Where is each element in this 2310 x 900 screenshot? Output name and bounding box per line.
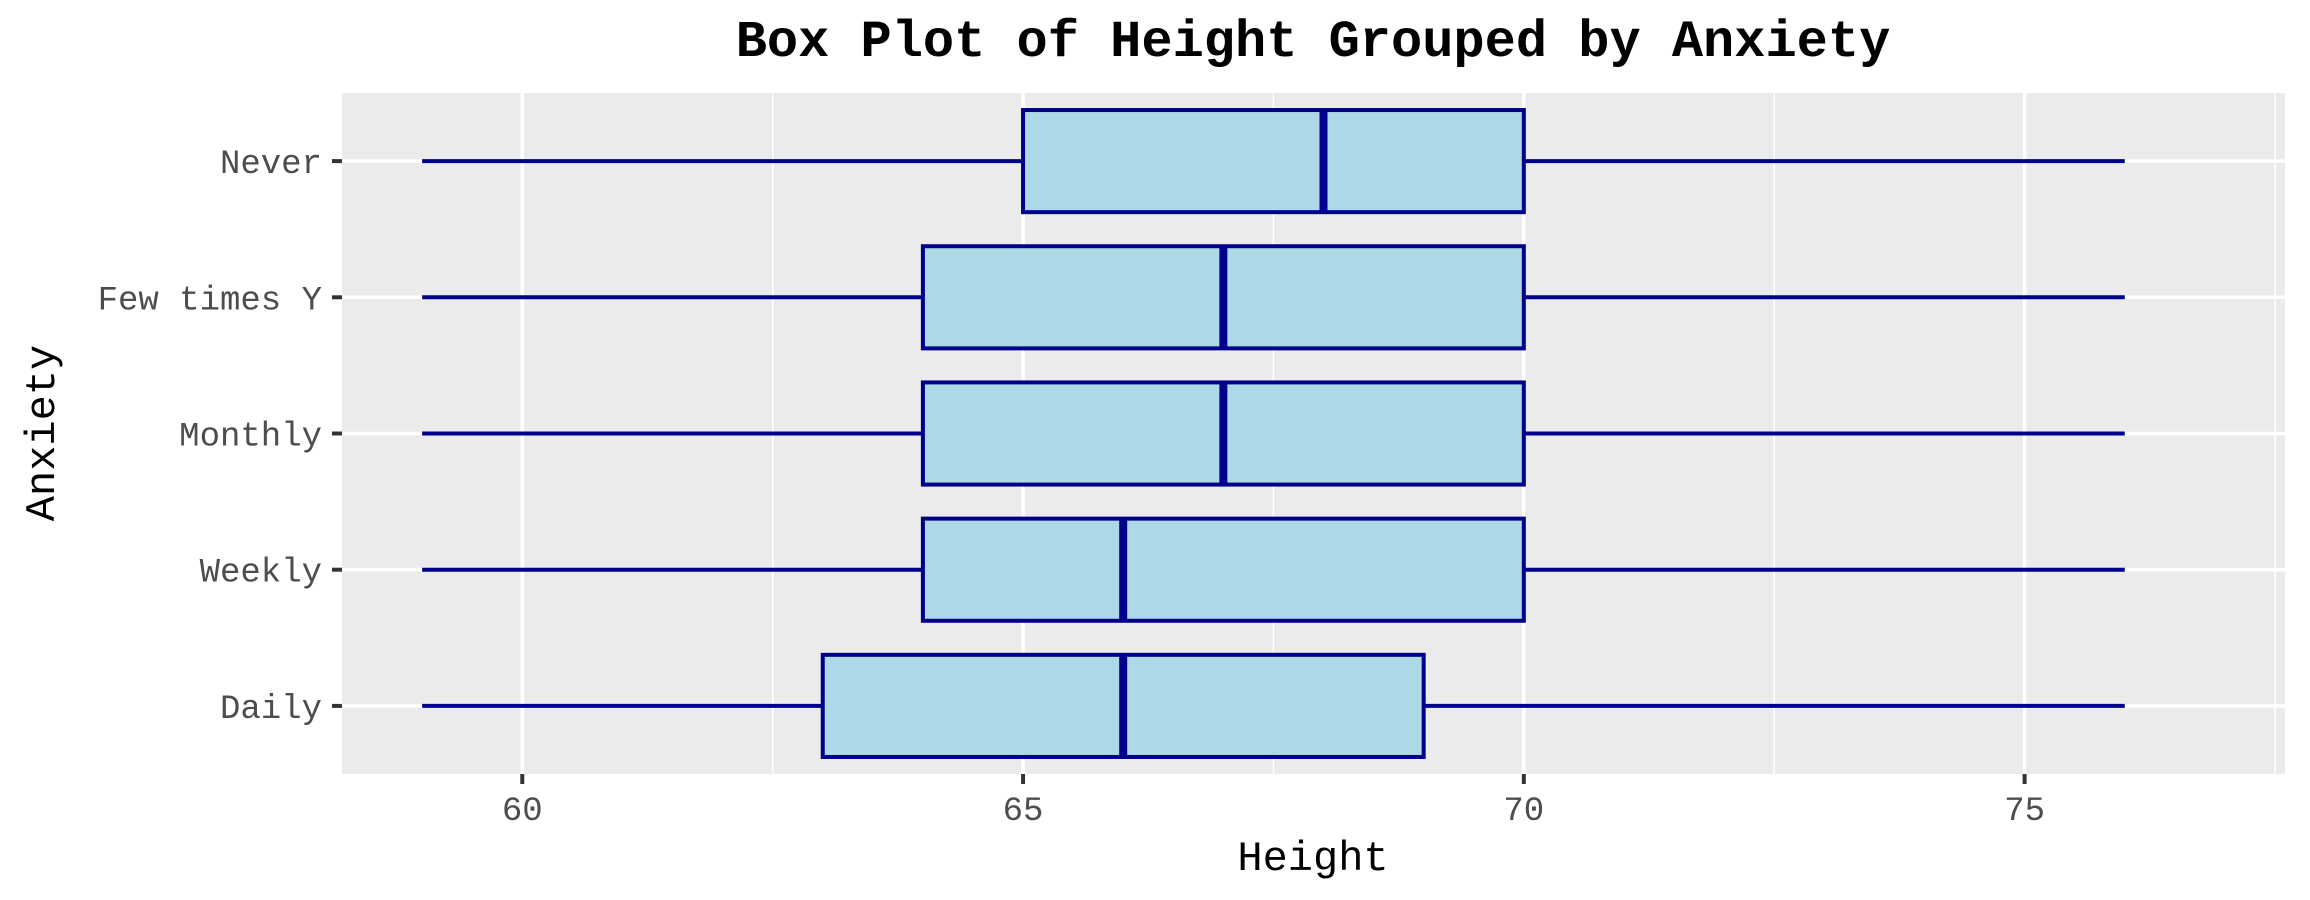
y-tick-label: Never (220, 146, 322, 184)
chart-title: Box Plot of Height Grouped by Anxiety (736, 13, 1891, 72)
y-tick-label: Daily (220, 691, 322, 729)
box-few-times-y (422, 244, 2125, 351)
x-axis: 60 65 70 75 (502, 774, 2045, 831)
box-never (422, 108, 2125, 215)
y-tick-label: Weekly (200, 555, 322, 593)
x-tick-label: 75 (2004, 793, 2045, 831)
box-iqr (920, 516, 1526, 623)
boxes-layer (422, 108, 2125, 759)
y-axis-title: Anxiety (19, 345, 67, 521)
box-weekly (422, 516, 2125, 623)
box-iqr (1021, 108, 1526, 215)
x-axis-title: Height (1237, 835, 1388, 883)
x-tick-label: 60 (502, 793, 543, 831)
x-tick-label: 70 (1503, 793, 1544, 831)
y-tick-label: Monthly (179, 419, 322, 457)
box-monthly (422, 380, 2125, 487)
x-tick-label: 65 (1003, 793, 1044, 831)
box-daily (422, 652, 2125, 759)
y-tick-label: Few times Y (98, 282, 322, 320)
y-axis: Never Few times Y Monthly Weekly Daily (98, 146, 342, 729)
